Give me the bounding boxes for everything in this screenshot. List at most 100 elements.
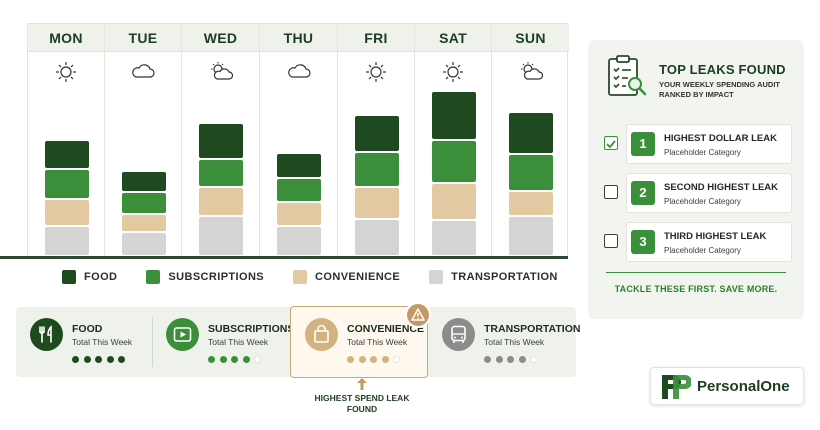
level-dot [83,356,91,363]
bar-segment-food [508,113,553,153]
level-dot [231,356,238,363]
check-icon [606,140,616,149]
fork-knife-icon [30,318,63,351]
level-dot [208,356,215,363]
level-dot [95,356,102,363]
day-column-wed: WED [182,24,260,259]
cloud-icon [287,64,311,78]
leak-category: Placeholder Category [664,246,741,255]
partly-sunny-icon [210,62,233,80]
sun-icon [443,62,463,82]
day-column-mon: MON [28,24,105,259]
divider [606,272,786,273]
level-dot [254,356,261,363]
category-title: TRANSPORTATION [484,323,581,335]
level-dots [72,356,130,363]
day-column-tue: TUE [105,24,182,259]
rank-badge: 2 [631,181,655,205]
rank-badge: 1 [631,132,655,156]
legend-swatch [146,270,161,284]
leak-row-2[interactable]: 2 SECOND HIGHEST LEAK Placeholder Catego… [626,173,792,213]
bar-segment-convenience [277,203,321,225]
cloud-icon [132,64,155,78]
bar-segment-food [431,92,476,139]
legend-label: TRANSPORTATION [451,271,558,283]
clipboard-search-icon [608,55,647,96]
bar-segment-subscriptions [44,170,89,198]
leak-name: HIGHEST DOLLAR LEAK [664,133,777,144]
sun-icon [56,62,76,82]
level-dots [347,356,405,363]
level-dot [507,356,514,363]
legend-label: CONVENIENCE [315,271,401,283]
leak-row-3[interactable]: 3 THIRD HIGHEST LEAK Placeholder Categor… [626,222,792,262]
day-column-fri: FRI [338,24,415,259]
bus-icon [442,318,475,351]
arrow-up-icon [357,378,367,390]
level-dot [530,356,537,363]
shopping-bag-icon [305,318,338,351]
bar-segment-food [121,172,166,191]
leak-category: Placeholder Category [664,197,741,206]
category-subtitle: Total This Week [484,337,545,347]
weekly-spending-chart: MON TUE WED THU FRI SAT SUN [27,23,569,259]
category-subtitle: Total This Week [347,337,408,347]
brand-badge: PersonalOne [650,367,804,405]
bar-segment-food [44,141,89,168]
bar-segment-convenience [199,188,243,215]
day-label: FRI [338,24,414,52]
bar-segment-subscriptions [277,179,321,201]
day-column-thu: THU [260,24,338,259]
bar-segment-subscriptions [508,155,553,190]
chart-baseline [0,256,568,259]
leak-name: THIRD HIGHEST LEAK [664,231,767,242]
play-icon [166,318,199,351]
category-card-convenience[interactable]: CONVENIENCE Total This Week [290,306,428,378]
leak-checkbox-1[interactable] [604,136,618,150]
level-dot [484,356,491,363]
level-dot [393,356,400,363]
partly-sunny-icon [520,62,543,80]
bar-segment-transportation [508,217,553,255]
tagline: TACKLE THESE FIRST. SAVE MORE. [614,284,778,294]
bar-segment-transportation [121,233,166,255]
level-dot [495,356,503,363]
category-title: CONVENIENCE [347,323,425,335]
day-label: WED [182,24,259,52]
rank-badge: 3 [631,230,655,254]
bar-segment-subscriptions [199,160,243,186]
legend-item-food: FOOD [62,270,117,284]
level-dot [118,356,125,363]
leak-row-1[interactable]: 1 HIGHEST DOLLAR LEAK Placeholder Catego… [626,124,792,164]
bar-segment-transportation [354,220,399,255]
day-label: THU [260,24,337,52]
level-dot [518,356,526,363]
category-card-transportation[interactable]: TRANSPORTATION Total This Week [428,307,580,377]
level-dot [370,356,377,363]
level-dot [72,356,79,363]
level-dots [208,356,266,363]
level-dots [484,356,542,363]
level-dot [381,356,389,363]
day-column-sat: SAT [415,24,492,259]
bar-segment-convenience [354,188,399,218]
bar-segment-subscriptions [431,141,476,182]
leak-checkbox-2[interactable] [604,185,618,199]
legend-item-convenience: CONVENIENCE [293,270,400,284]
leak-checkbox-3[interactable] [604,234,618,248]
level-dot [358,356,366,363]
level-dot [106,356,114,363]
divider [152,317,153,367]
bar-segment-food [277,154,321,177]
bar-segment-convenience [121,215,166,231]
category-title: SUBSCRIPTIONS [208,323,295,335]
bar-segment-subscriptions [354,153,399,186]
bar-segment-food [354,116,399,151]
category-title: FOOD [72,323,103,335]
bar-segment-convenience [431,184,476,219]
level-dot [242,356,250,363]
category-card-food[interactable]: FOOD Total This Week [16,307,152,377]
category-card-subscriptions[interactable]: SUBSCRIPTIONS Total This Week [152,307,294,377]
legend-item-transportation: TRANSPORTATION [429,270,558,284]
day-label: MON [28,24,104,52]
